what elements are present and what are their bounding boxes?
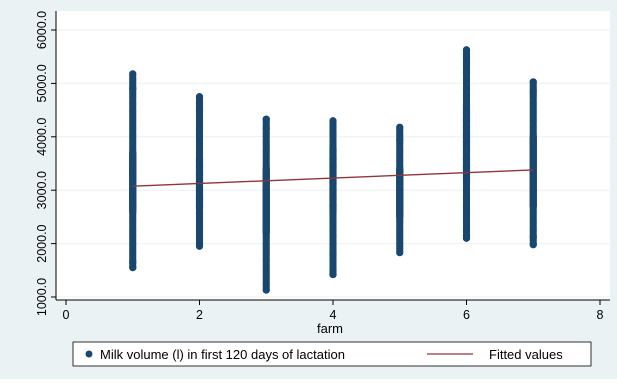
legend-label-points: Milk volume (l) in first 120 days of lac…	[100, 347, 345, 362]
scatter-points	[129, 46, 537, 294]
point-farm3-144	[262, 115, 270, 123]
x-axis-label: farm	[317, 321, 343, 336]
x-tick-label-2: 4	[330, 308, 337, 322]
legend-marker-points	[85, 350, 93, 358]
point-farm2-120	[195, 93, 204, 101]
point-farm1-146	[129, 149, 137, 157]
point-farm7-146	[529, 78, 537, 86]
point-farm5-105	[396, 135, 404, 144]
y-tick-label-3: 4000.0	[35, 118, 49, 156]
y-tick-label-1: 2000.0	[35, 224, 49, 262]
point-farm2-118	[195, 155, 204, 163]
point-farm3-141	[262, 165, 270, 173]
point-farm7-144	[529, 233, 537, 241]
legend-label-line: Fitted values	[489, 347, 563, 362]
axes: 1000.0 2000.0 3000.0 4000.0 5000.0 6000.0 0 2 4 6…	[35, 11, 610, 322]
fitted-values-line	[132, 169, 534, 187]
point-farm6-161	[462, 231, 471, 240]
point-farm3-143	[262, 125, 270, 133]
x-tick-label-1: 2	[196, 308, 203, 322]
point-farm4-72	[329, 117, 337, 125]
x-tick-label-3: 6	[463, 308, 470, 322]
point-farm6-159	[462, 101, 471, 109]
point-farm1-147	[129, 258, 137, 266]
y-tick-label-2: 3000.0	[35, 171, 49, 209]
point-farm2-119	[195, 106, 204, 114]
point-farm1-150	[129, 70, 137, 78]
point-farm6-163	[462, 58, 471, 66]
y-tick-label-0: 1000.0	[35, 278, 49, 316]
point-farm6-164	[462, 46, 471, 54]
y-tick-label-5: 6000.0	[35, 11, 49, 49]
point-farm4-133	[329, 143, 337, 152]
point-farm7-143	[529, 241, 537, 249]
x-tick-label-4: 8	[597, 308, 604, 322]
point-farm3-142	[262, 286, 270, 294]
point-farm7-142	[529, 133, 537, 141]
point-farm1-149	[129, 85, 137, 93]
y-tick-label-4: 5000.0	[35, 64, 49, 102]
legend: Milk volume (l) in first 120 days of lac…	[72, 341, 592, 367]
x-tick-label-0: 0	[63, 308, 70, 322]
fitted-line-layer	[132, 169, 534, 187]
point-farm5-106	[396, 123, 404, 131]
point-farm7-145	[529, 87, 537, 96]
legend-box	[72, 341, 592, 367]
point-farm1-148	[129, 264, 137, 272]
point-farm6-162	[462, 69, 471, 77]
point-farm5-104	[396, 165, 404, 173]
point-farm4-135	[329, 267, 337, 275]
